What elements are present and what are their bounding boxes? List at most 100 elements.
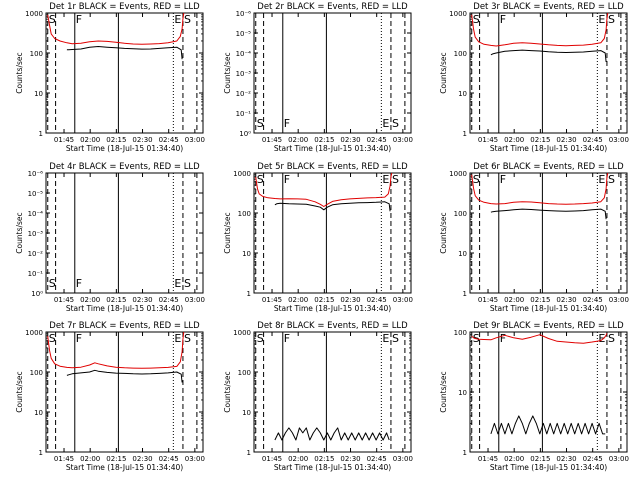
panel-title: Det 9r BLACK = Events, RED = LLD [473, 321, 624, 331]
x-tick-label: 01:45 [262, 136, 282, 144]
marker-label: S [257, 173, 264, 186]
x-tick-label: 02:45 [159, 296, 179, 304]
marker-label: S [184, 277, 191, 290]
panel-title: Det 3r BLACK = Events, RED = LLD [473, 2, 624, 12]
x-tick-label: 02:45 [159, 455, 179, 463]
y-tick-label: 1 [463, 449, 467, 457]
x-tick-label: 02:45 [367, 296, 387, 304]
chart-panel-2: Det 2r BLACK = Events, RED = LLD 10⁰ 10⁻¹ 1… [223, 2, 413, 153]
marker-label: E [174, 277, 181, 290]
x-tick-label: 02:15 [314, 455, 334, 463]
x-tick-label: 02:30 [556, 136, 576, 144]
x-tick-label: 03:00 [609, 136, 629, 144]
y-axis-label: Counts/sec [439, 371, 448, 412]
x-tick-label: 03:00 [185, 136, 205, 144]
y-tick-label: 10⁰ [31, 290, 43, 298]
panel-title: Det 7r BLACK = Events, RED = LLD [49, 321, 200, 331]
marker-label: E [382, 117, 389, 130]
y-tick-label: 10 [458, 90, 467, 98]
marker-label: E [382, 173, 389, 186]
y-tick-label: 10⁰ [239, 130, 251, 138]
x-tick-label: 01:45 [54, 455, 74, 463]
marker-label: F [500, 13, 506, 26]
y-tick-label: 10⁻⁶ [28, 170, 44, 178]
x-tick-label: 02:15 [314, 296, 334, 304]
y-axis-label: Counts/sec [223, 52, 232, 93]
x-tick-label: 02:00 [288, 136, 308, 144]
y-axis-label: Counts/sec [15, 52, 24, 93]
x-axis-label: Start Time (18-Jul-15 01:34:40) [66, 304, 183, 313]
marker-label: S [184, 13, 191, 26]
y-axis-label: Counts/sec [223, 371, 232, 412]
marker-label: S [473, 173, 480, 186]
x-tick-label: 01:45 [262, 455, 282, 463]
x-tick-label: 02:00 [80, 296, 100, 304]
x-tick-label: 03:00 [185, 296, 205, 304]
x-tick-label: 02:15 [530, 455, 550, 463]
x-axis-label: Start Time (18-Jul-15 01:34:40) [274, 463, 391, 472]
x-tick-label: 02:45 [583, 296, 603, 304]
x-tick-label: 02:30 [340, 455, 360, 463]
x-tick-label: 02:30 [132, 455, 152, 463]
y-tick-label: 10⁻¹ [236, 110, 252, 118]
panel-title: Det 8r BLACK = Events, RED = LLD [257, 321, 408, 331]
panel-title: Det 1r BLACK = Events, RED = LLD [49, 2, 200, 12]
y-tick-label: 1000 [233, 170, 251, 178]
chart-panel-1: Det 1r BLACK = Events, RED = LLD 1 10 100 10… [15, 2, 205, 153]
y-axis-label: Counts/sec [223, 212, 232, 253]
y-axis-label: Counts/sec [439, 52, 448, 93]
marker-label: S [49, 332, 56, 345]
marker-label: E [174, 13, 181, 26]
y-tick-label: 100 [238, 210, 251, 218]
marker-label: S [392, 117, 399, 130]
x-tick-label: 02:00 [80, 455, 100, 463]
marker-label: S [473, 13, 480, 26]
series-lld-line [47, 331, 185, 369]
panel-title: Det 6r BLACK = Events, RED = LLD [473, 162, 624, 172]
x-tick-label: 01:45 [262, 296, 282, 304]
y-tick-label: 1 [247, 449, 251, 457]
marker-label: S [608, 332, 615, 345]
series-events-line [490, 208, 607, 220]
plot-frame [45, 12, 204, 134]
x-tick-label: 02:00 [504, 136, 524, 144]
y-tick-label: 1 [39, 130, 43, 138]
plot-frame [469, 172, 628, 294]
y-tick-label: 10⁻¹ [28, 270, 44, 278]
plot-frame [45, 331, 204, 453]
y-tick-label: 100 [30, 369, 43, 377]
y-axis-label: Counts/sec [439, 212, 448, 253]
marker-label: F [284, 117, 290, 130]
x-tick-label: 02:30 [340, 136, 360, 144]
y-tick-label: 10⁻⁶ [236, 10, 252, 18]
y-tick-label: 10 [34, 409, 43, 417]
y-axis-label: Counts/sec [15, 212, 24, 253]
series-events-line [66, 46, 183, 60]
marker-label: F [284, 332, 290, 345]
y-tick-label: 1 [247, 290, 251, 298]
y-tick-label: 100 [238, 369, 251, 377]
y-tick-label: 100 [454, 210, 467, 218]
chart-panel-5: Det 5r BLACK = Events, RED = LLD 1 10 100 10… [223, 162, 413, 313]
marker-label: S [392, 332, 399, 345]
plot-frame [45, 172, 204, 294]
x-axis-label: Start Time (18-Jul-15 01:34:40) [490, 144, 607, 153]
y-tick-label: 1 [39, 449, 43, 457]
y-tick-label: 100 [454, 329, 467, 337]
x-tick-label: 01:45 [54, 296, 74, 304]
marker-label: F [500, 332, 506, 345]
marker-label: S [608, 173, 615, 186]
x-tick-label: 03:00 [393, 296, 413, 304]
y-tick-label: 10 [34, 90, 43, 98]
y-tick-label: 100 [30, 50, 43, 58]
x-tick-label: 02:30 [556, 455, 576, 463]
y-tick-label: 10⁻³ [236, 70, 252, 78]
x-tick-label: 02:45 [583, 455, 603, 463]
panel-title: Det 5r BLACK = Events, RED = LLD [257, 162, 408, 172]
y-tick-label: 10⁻⁵ [236, 30, 252, 38]
y-tick-label: 10 [458, 389, 467, 397]
x-axis-label: Start Time (18-Jul-15 01:34:40) [66, 144, 183, 153]
chart-panel-6: Det 6r BLACK = Events, RED = LLD 1 10 100 10… [439, 162, 629, 313]
panel-title: Det 4r BLACK = Events, RED = LLD [49, 162, 200, 172]
